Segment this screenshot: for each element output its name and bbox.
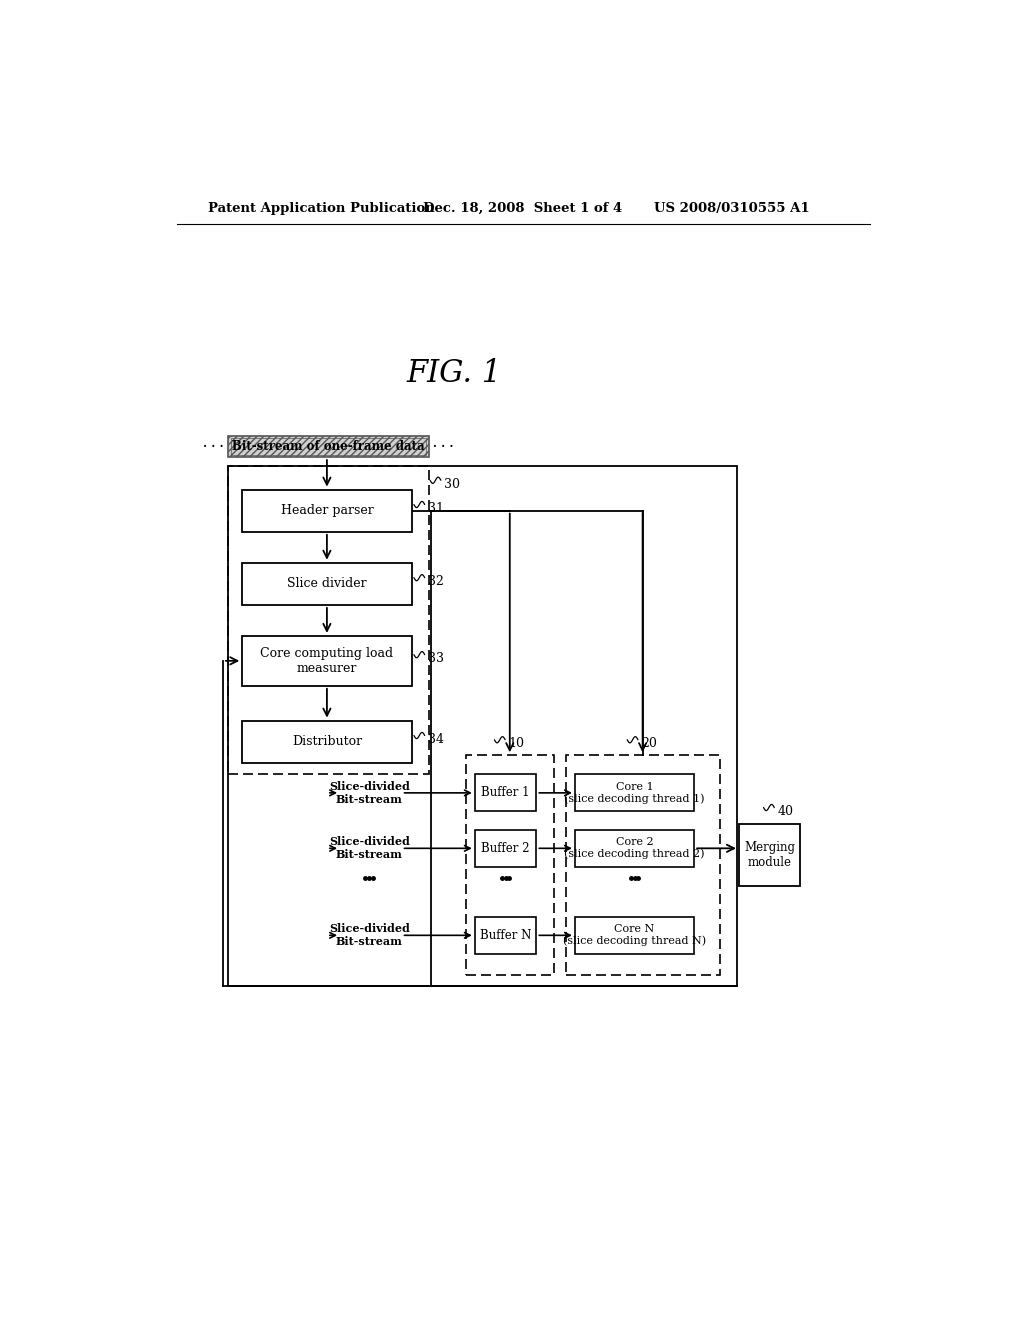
Text: · · ·  Bit-stream of one-frame data  · · ·: · · · Bit-stream of one-frame data · · · <box>203 440 454 453</box>
Bar <box>739 825 801 886</box>
Text: 30: 30 <box>444 478 460 491</box>
Bar <box>574 917 694 954</box>
Text: Distributor: Distributor <box>292 735 361 748</box>
Text: FIG. 1: FIG. 1 <box>407 359 502 389</box>
Text: Buffer 2: Buffer 2 <box>481 842 529 855</box>
Text: Core computing load
measurer: Core computing load measurer <box>260 647 393 675</box>
Text: 40: 40 <box>777 805 794 818</box>
Text: US 2008/0310555 A1: US 2008/0310555 A1 <box>654 202 810 215</box>
Bar <box>574 775 694 812</box>
Bar <box>230 438 426 455</box>
Bar <box>574 830 694 867</box>
Bar <box>243 721 412 763</box>
Bar <box>228 466 736 986</box>
Text: Slice divider: Slice divider <box>287 577 367 590</box>
Text: Merging
module: Merging module <box>744 841 796 870</box>
Bar <box>466 755 554 974</box>
Bar <box>228 436 429 457</box>
Text: Core 1
(slice decoding thread 1): Core 1 (slice decoding thread 1) <box>564 781 705 804</box>
Bar <box>565 755 720 974</box>
Bar <box>243 490 412 532</box>
Text: 32: 32 <box>428 576 443 587</box>
Text: Core N
(slice decoding thread N): Core N (slice decoding thread N) <box>563 924 707 946</box>
Text: Buffer 1: Buffer 1 <box>481 787 529 800</box>
Text: Patent Application Publication: Patent Application Publication <box>208 202 434 215</box>
Text: 34: 34 <box>428 733 443 746</box>
Text: Slice-divided
Bit-stream: Slice-divided Bit-stream <box>329 924 410 948</box>
Text: Header parser: Header parser <box>281 504 374 517</box>
Bar <box>243 562 412 605</box>
Text: 33: 33 <box>428 652 443 665</box>
Bar <box>243 636 412 686</box>
Text: Slice-divided
Bit-stream: Slice-divided Bit-stream <box>329 837 410 861</box>
Text: Dec. 18, 2008  Sheet 1 of 4: Dec. 18, 2008 Sheet 1 of 4 <box>423 202 623 215</box>
Text: 31: 31 <box>428 502 443 515</box>
Bar <box>475 775 537 812</box>
Bar <box>228 466 429 775</box>
Text: 10: 10 <box>508 737 524 750</box>
Bar <box>475 917 537 954</box>
Text: 20: 20 <box>641 737 657 750</box>
Text: Slice-divided
Bit-stream: Slice-divided Bit-stream <box>329 781 410 805</box>
Text: Core 2
(slice decoding thread 2): Core 2 (slice decoding thread 2) <box>564 837 705 859</box>
Bar <box>475 830 537 867</box>
Text: Buffer N: Buffer N <box>480 929 531 942</box>
